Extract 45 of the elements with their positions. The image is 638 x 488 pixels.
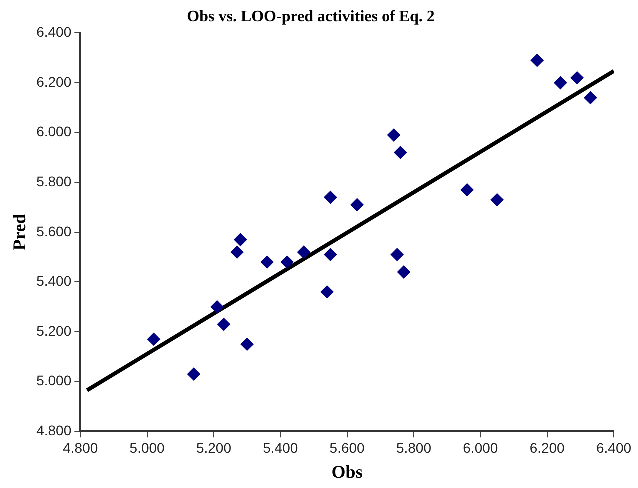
x-tick-label: 5.600 bbox=[330, 440, 366, 456]
point bbox=[210, 300, 224, 314]
x-tick-label: 6.000 bbox=[463, 440, 498, 456]
x-tick-label: 6.200 bbox=[530, 440, 566, 456]
point bbox=[490, 194, 504, 207]
point bbox=[387, 128, 400, 142]
point bbox=[230, 246, 244, 259]
x-tick-label: 4.800 bbox=[63, 440, 98, 456]
point bbox=[350, 198, 364, 212]
x-tick-label: 5.800 bbox=[396, 440, 432, 456]
y-tick-label: 4.800 bbox=[36, 422, 72, 438]
point bbox=[397, 266, 410, 279]
x-tick-label: 6.400 bbox=[596, 440, 632, 456]
point bbox=[324, 191, 338, 204]
point bbox=[280, 256, 294, 269]
point bbox=[240, 338, 254, 351]
point bbox=[320, 286, 334, 299]
point bbox=[147, 332, 160, 346]
y-axis-title: Pred bbox=[9, 214, 30, 251]
y-tick-label: 6.400 bbox=[36, 24, 72, 40]
point bbox=[394, 146, 408, 160]
y-tick-label: 6.000 bbox=[36, 124, 72, 140]
x-tick-label: 5.200 bbox=[196, 440, 232, 456]
y-tick-label: 6.200 bbox=[36, 74, 72, 90]
point bbox=[217, 318, 230, 332]
point bbox=[234, 233, 248, 246]
x-tick-label: 5.400 bbox=[263, 440, 298, 456]
point bbox=[530, 54, 544, 68]
point bbox=[554, 76, 568, 90]
x-tick-label: 5.000 bbox=[130, 440, 166, 456]
point bbox=[570, 72, 584, 85]
y-tick-label: 5.000 bbox=[36, 372, 72, 389]
point bbox=[187, 368, 200, 381]
point bbox=[460, 184, 474, 197]
point bbox=[324, 248, 338, 262]
y-tick-label: 5.600 bbox=[36, 223, 72, 240]
y-tick-label: 5.200 bbox=[36, 322, 72, 339]
y-tick-label: 5.400 bbox=[36, 273, 72, 290]
y-tick-label: 5.800 bbox=[36, 173, 72, 190]
point bbox=[584, 91, 598, 104]
point bbox=[297, 246, 310, 259]
chart-title: Obs vs. LOO-pred activities of Eq. 2 bbox=[187, 8, 435, 26]
x-axis-title: Obs bbox=[332, 462, 363, 482]
point bbox=[390, 248, 404, 262]
point bbox=[260, 256, 274, 269]
